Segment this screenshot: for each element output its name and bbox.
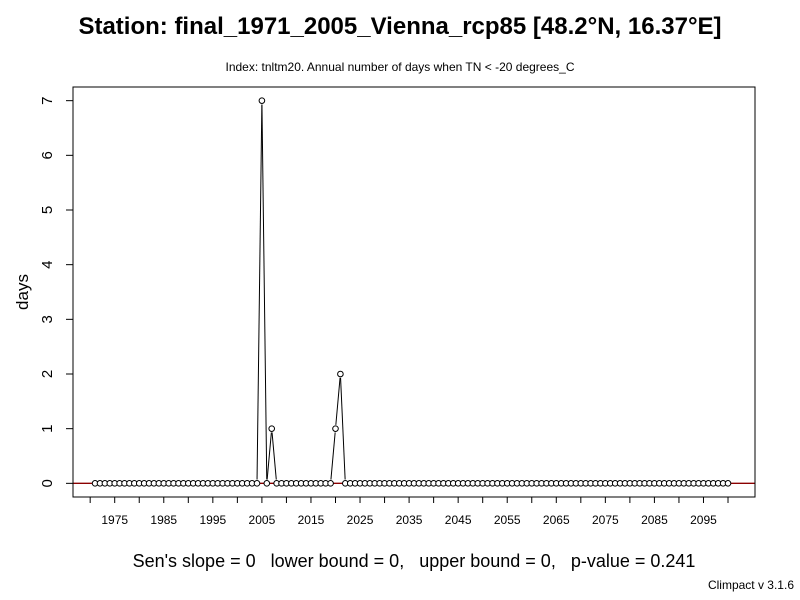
x-tick-label: 2015 [298,513,325,527]
x-tick-label: 1995 [199,513,226,527]
data-point [337,370,344,378]
data-point [327,480,334,487]
series-line-segment [335,377,341,425]
y-tick-label: 5 [39,206,56,214]
series-line-segment [266,432,272,480]
y-tick-label: 0 [39,479,56,487]
chart-subtitle: Index: tnltm20. Annual number of days wh… [225,60,575,74]
series-line-segment [256,104,263,480]
data-point [263,480,271,487]
y-axis-label: days [13,274,32,310]
x-tick-label: 2035 [396,513,423,527]
trend-statistics: Sen's slope = 0 lower bound = 0, upper b… [132,551,696,571]
x-tick-label: 2025 [347,513,374,527]
x-tick-label: 2075 [592,513,619,527]
x-tick-label: 2095 [690,513,717,527]
x-tick-label: 1975 [101,513,128,527]
series-line-segment [340,377,346,480]
y-tick-label: 6 [39,151,56,159]
y-tick-label: 2 [39,370,56,378]
y-tick-label: 1 [39,424,56,432]
software-credit: Climpact v 3.1.6 [707,578,794,592]
data-point [253,480,261,487]
plot-frame [72,86,756,498]
y-tick-label: 3 [39,315,56,323]
series-line-segment [271,432,277,480]
series-line-segment [330,432,336,480]
y-tick-label: 4 [39,260,56,268]
x-tick-label: 2055 [494,513,521,527]
data-point [258,97,266,104]
x-tick-label: 2065 [543,513,570,527]
x-tick-label: 2005 [249,513,276,527]
data-point [332,425,339,432]
y-tick-label: 7 [39,96,56,104]
x-tick-label: 2085 [641,513,668,527]
x-tick-label: 2045 [445,513,472,527]
data-point [724,480,732,487]
series-line-segment [261,104,268,480]
data-point [268,425,276,432]
x-tick-label: 1985 [150,513,177,527]
chart-title: Station: final_1971_2005_Vienna_rcp85 [4… [78,13,722,40]
